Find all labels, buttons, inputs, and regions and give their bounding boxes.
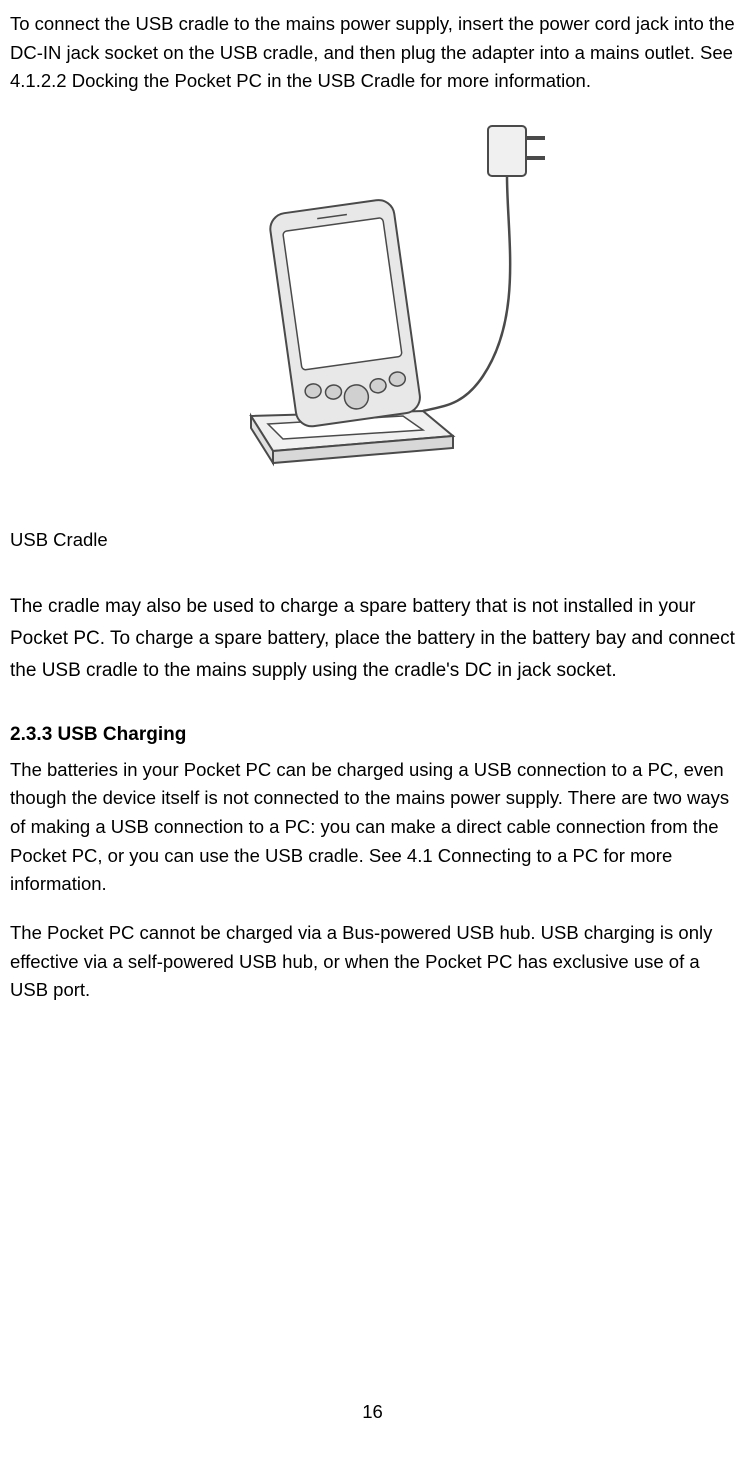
intro-paragraph: To connect the USB cradle to the mains p…: [10, 10, 735, 96]
spare-battery-paragraph: The cradle may also be used to charge a …: [10, 591, 735, 688]
usb-charging-paragraph-2: The Pocket PC cannot be charged via a Bu…: [10, 919, 735, 1005]
usb-charging-paragraph-1: The batteries in your Pocket PC can be c…: [10, 756, 735, 899]
page-number: 16: [0, 1401, 745, 1423]
power-adapter-icon: [423, 126, 545, 411]
diagram-caption: USB Cradle: [10, 526, 735, 555]
section-heading-usb-charging: 2.3.3 USB Charging: [10, 724, 735, 746]
pocket-pc-device-icon: [268, 198, 422, 428]
usb-cradle-diagram: [173, 116, 573, 496]
